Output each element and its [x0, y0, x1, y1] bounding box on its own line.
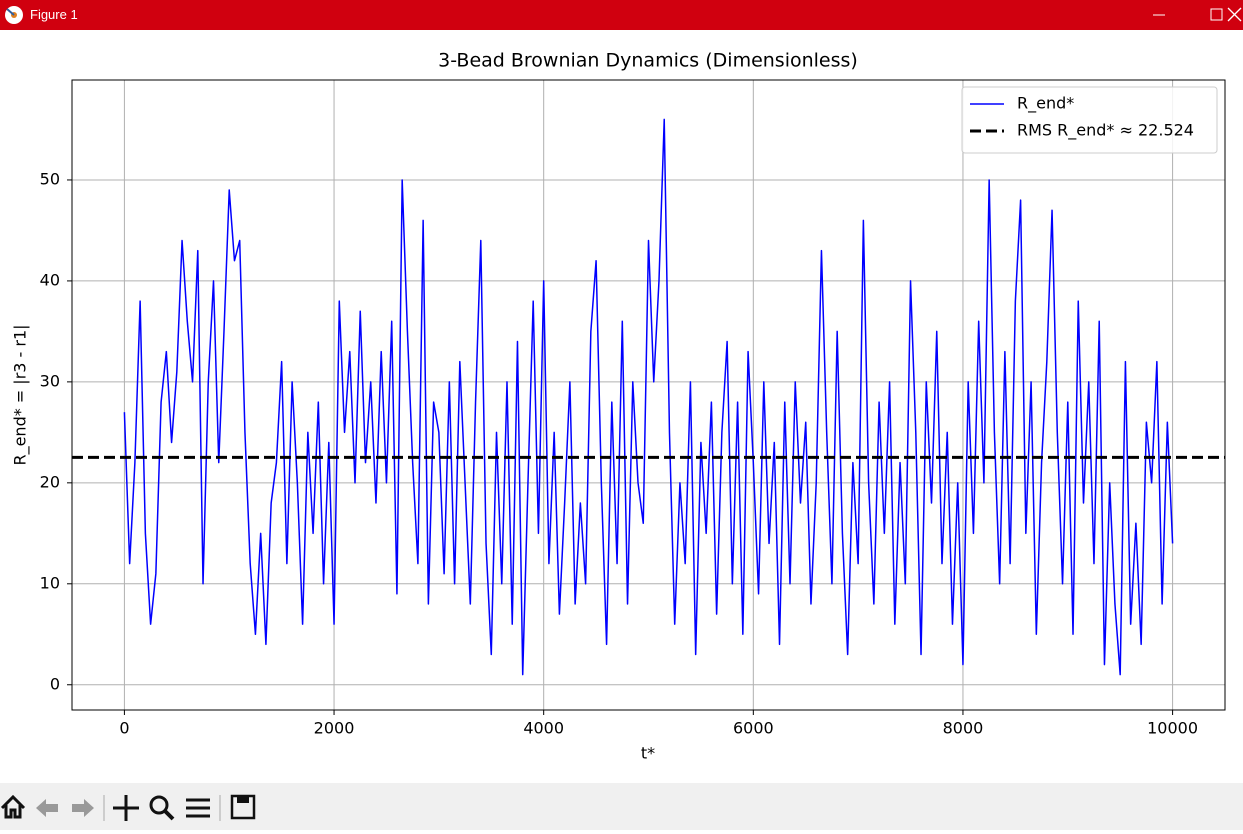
toolbar: [0, 783, 1243, 830]
y-tick-label: 20: [40, 472, 60, 491]
x-tick-label: 6000: [733, 719, 774, 738]
forward-button[interactable]: [72, 799, 94, 817]
zoom-button[interactable]: [149, 795, 175, 821]
data-line: [123, 118, 1174, 676]
back-button[interactable]: [36, 799, 58, 817]
pan-button[interactable]: [113, 795, 139, 821]
window-titlebar: Figure 1: [0, 0, 1243, 30]
x-axis-label: t*: [641, 744, 655, 763]
legend-box: [961, 86, 1218, 154]
x-tick-label: 8000: [943, 719, 984, 738]
x-tick-label: 10000: [1147, 719, 1198, 738]
legend-label: RMS R_end* ≈ 22.524: [1017, 121, 1194, 141]
save-button[interactable]: [230, 794, 256, 820]
x-tick-label: 4000: [523, 719, 564, 738]
y-tick-label: 40: [40, 270, 60, 289]
axes-frame: [71, 79, 1226, 711]
maximize-button[interactable]: [1210, 8, 1223, 21]
x-tick-label: 2000: [314, 719, 355, 738]
y-tick-label: 0: [50, 674, 60, 693]
y-axis-label: R_end* = |r3 - r1|: [11, 324, 31, 465]
x-tick-label: 0: [119, 719, 129, 738]
home-button[interactable]: [0, 794, 26, 819]
y-tick-label: 10: [40, 573, 60, 592]
y-tick-label: 30: [40, 371, 60, 390]
toolbar-icons: [0, 794, 256, 821]
configure-button[interactable]: [186, 798, 210, 818]
legend-label: R_end*: [1017, 94, 1074, 114]
chart-title: 3-Bead Brownian Dynamics (Dimensionless): [438, 50, 858, 72]
window-controls: [1153, 7, 1242, 22]
close-button[interactable]: [1227, 7, 1242, 22]
app-icon: [5, 6, 23, 24]
y-tick-label: 50: [40, 169, 60, 188]
window-title: Figure 1: [30, 7, 78, 22]
figure: 3-Bead Brownian Dynamics (Dimensionless)…: [11, 50, 1226, 763]
